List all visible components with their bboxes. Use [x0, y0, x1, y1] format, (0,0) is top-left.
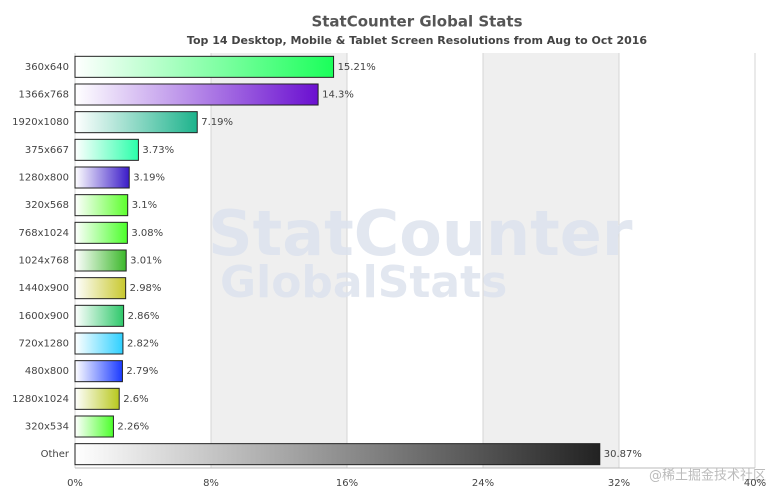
- x-tick-label: 40%: [744, 478, 766, 489]
- bar: [74, 304, 125, 327]
- band: [211, 53, 347, 468]
- x-tick-label: 16%: [336, 478, 358, 489]
- x-tick-label: 24%: [472, 478, 494, 489]
- y-tick-label: 360x640: [25, 62, 69, 73]
- value-label: 2.82%: [127, 339, 159, 350]
- y-tick-label: 1280x800: [19, 173, 69, 184]
- x-tick-label: 32%: [608, 478, 630, 489]
- value-label: 7.19%: [201, 117, 233, 128]
- bar: [74, 221, 128, 244]
- value-label: 2.98%: [130, 283, 162, 294]
- bar: [74, 415, 114, 438]
- y-tick-label: 768x1024: [19, 228, 69, 239]
- value-label: 15.21%: [338, 62, 376, 73]
- bar: [74, 332, 124, 355]
- y-tick-label: Other: [41, 449, 70, 460]
- bar: [74, 249, 127, 272]
- value-label: 3.73%: [142, 145, 174, 156]
- y-tick-label: 320x568: [25, 200, 69, 211]
- bar: [74, 55, 335, 78]
- value-label: 3.19%: [133, 173, 165, 184]
- bar: [74, 166, 130, 189]
- bar: [74, 443, 601, 466]
- value-label: 2.86%: [128, 311, 160, 322]
- attribution: @稀土掘金技术社区: [649, 468, 766, 484]
- y-tick-label: 1600x900: [19, 311, 69, 322]
- value-label: 3.1%: [132, 200, 157, 211]
- value-label: 2.26%: [117, 422, 149, 433]
- watermark: GlobalStats: [220, 257, 507, 308]
- value-label: 30.87%: [604, 449, 642, 460]
- y-tick-label: 480x800: [25, 366, 69, 377]
- chart-title: StatCounter Global Stats: [311, 13, 522, 31]
- value-label: 3.01%: [130, 256, 162, 267]
- chart-subtitle: Top 14 Desktop, Mobile & Tablet Screen R…: [187, 34, 647, 47]
- band: [483, 53, 619, 468]
- value-label: 2.79%: [126, 366, 158, 377]
- y-tick-label: 375x667: [25, 145, 69, 156]
- value-label: 3.08%: [131, 228, 163, 239]
- bar: [74, 360, 123, 383]
- bar: [74, 83, 319, 106]
- value-label: 14.3%: [322, 90, 354, 101]
- y-tick-label: 1280x1024: [12, 394, 69, 405]
- bar: [74, 194, 129, 217]
- bar: [74, 138, 139, 161]
- y-tick-label: 720x1280: [19, 339, 69, 350]
- bar: [74, 111, 198, 134]
- bar: [74, 387, 120, 410]
- x-tick-label: 8%: [203, 478, 219, 489]
- y-tick-label: 1440x900: [19, 283, 69, 294]
- x-tick-label: 0%: [67, 478, 83, 489]
- value-label: 2.6%: [123, 394, 148, 405]
- y-tick-label: 320x534: [25, 422, 69, 433]
- y-tick-label: 1024x768: [19, 256, 69, 267]
- y-tick-label: 1366x768: [19, 90, 69, 101]
- y-tick-label: 1920x1080: [12, 117, 69, 128]
- bar: [74, 277, 127, 300]
- watermark: StatCounter: [208, 197, 633, 270]
